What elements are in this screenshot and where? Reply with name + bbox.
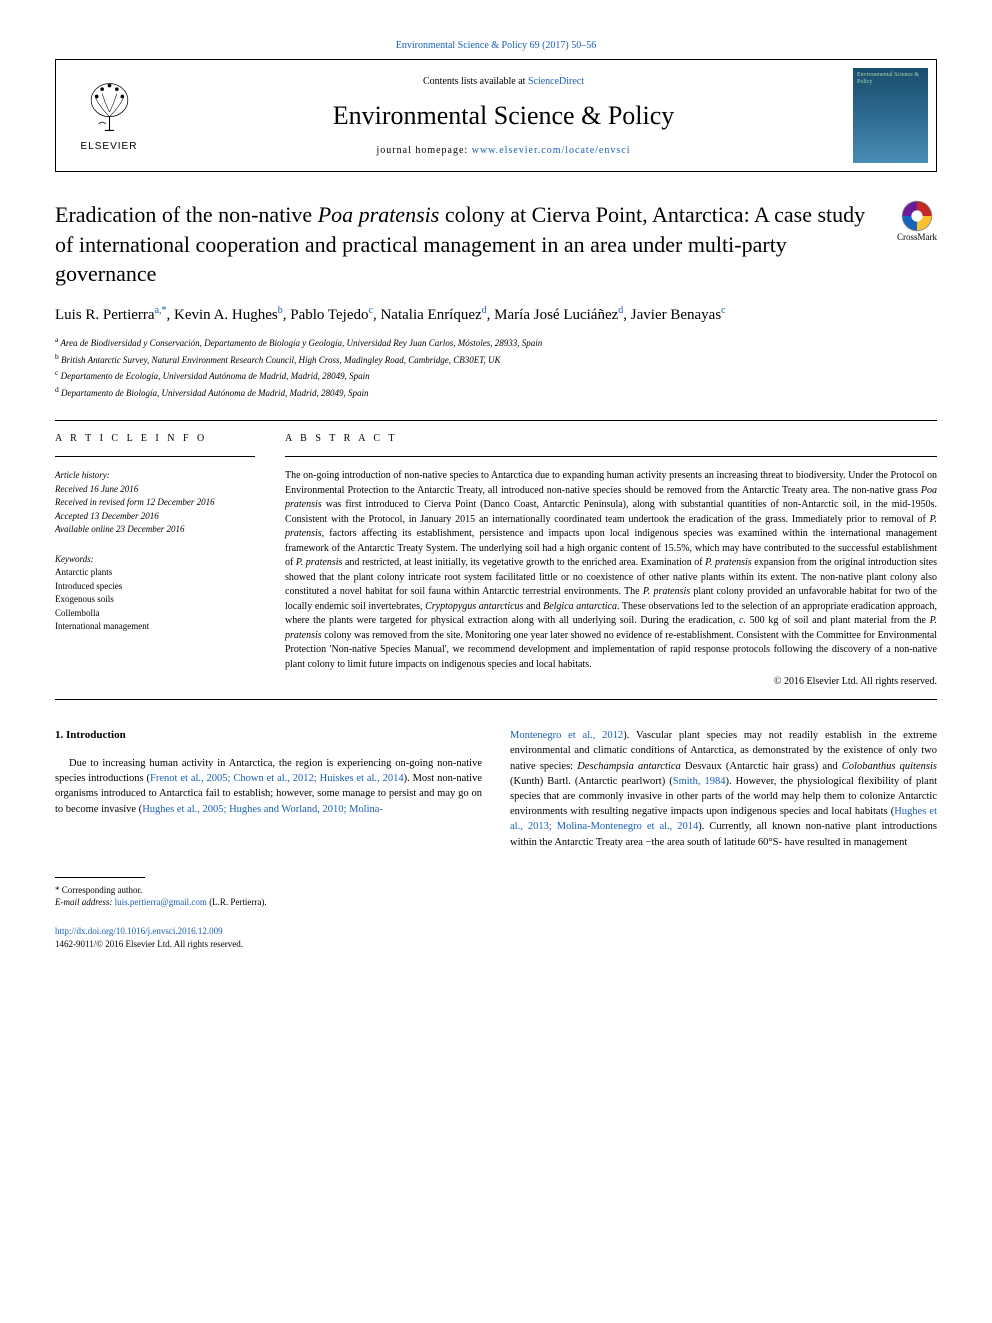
crossmark-label: CrossMark bbox=[897, 232, 937, 242]
article-history: Article history: Received 16 June 2016 R… bbox=[55, 469, 255, 537]
divider-mid bbox=[55, 699, 937, 700]
divider-top bbox=[55, 420, 937, 421]
abstract-copyright: © 2016 Elsevier Ltd. All rights reserved… bbox=[285, 676, 937, 687]
email-suffix: (L.R. Pertierra). bbox=[207, 897, 267, 907]
affiliation-d: d Departamento de Biología, Universidad … bbox=[55, 384, 937, 401]
elsevier-logo: ELSEVIER bbox=[56, 60, 162, 171]
keyword-item: Collembolla bbox=[55, 607, 255, 621]
body-two-column: 1. Introduction Due to increasing human … bbox=[55, 728, 937, 909]
corresponding-author-note: * Corresponding author. E-mail address: … bbox=[55, 884, 482, 909]
footnote-divider bbox=[55, 877, 145, 878]
citation-link[interactable]: Smith, 1984 bbox=[673, 776, 726, 787]
homepage-link[interactable]: www.elsevier.com/locate/envsci bbox=[472, 145, 631, 156]
keywords-block: Keywords: Antarctic plantsIntroduced spe… bbox=[55, 553, 255, 634]
email-label: E-mail address: bbox=[55, 897, 115, 907]
history-received: Received 16 June 2016 bbox=[55, 483, 255, 497]
intro-paragraph-right: Montenegro et al., 2012). Vascular plant… bbox=[510, 728, 937, 850]
history-label: Article history: bbox=[55, 469, 255, 483]
sciencedirect-link[interactable]: ScienceDirect bbox=[528, 76, 584, 87]
title-species: Poa pratensis bbox=[318, 202, 440, 227]
title-part-1: Eradication of the non-native bbox=[55, 202, 318, 227]
page-footer: http://dx.doi.org/10.1016/j.envsci.2016.… bbox=[55, 925, 937, 950]
journal-title: Environmental Science & Policy bbox=[162, 101, 845, 131]
doi-link[interactable]: http://dx.doi.org/10.1016/j.envsci.2016.… bbox=[55, 926, 223, 936]
citation-link[interactable]: Hughes et al., 2013; Molina-Montenegro e… bbox=[510, 806, 937, 832]
journal-cover: Environmental Science & Policy bbox=[853, 68, 928, 163]
crossmark-badge[interactable]: CrossMark bbox=[897, 200, 937, 242]
journal-header: ELSEVIER Contents lists available at Sci… bbox=[55, 59, 937, 172]
citation-link[interactable]: Frenot et al., 2005; Chown et al., 2012;… bbox=[150, 773, 404, 784]
abstract-heading: A B S T R A C T bbox=[285, 433, 937, 444]
contents-prefix: Contents lists available at bbox=[423, 76, 528, 87]
history-revised: Received in revised form 12 December 201… bbox=[55, 496, 255, 510]
corr-email-link[interactable]: luis.pertierra@gmail.com bbox=[115, 897, 207, 907]
corr-label: * Corresponding author. bbox=[55, 884, 482, 897]
crossmark-icon bbox=[901, 200, 933, 232]
authors-line: Luis R. Pertierraa,*, Kevin A. Hughesb, … bbox=[55, 305, 937, 324]
contents-line: Contents lists available at ScienceDirec… bbox=[162, 76, 845, 87]
intro-heading: 1. Introduction bbox=[55, 728, 482, 744]
citation-link[interactable]: Hughes et al., 2005; Hughes and Worland,… bbox=[142, 804, 383, 815]
keyword-item: Introduced species bbox=[55, 580, 255, 594]
cover-title-text: Environmental Science & Policy bbox=[857, 72, 924, 86]
affiliation-b: b British Antarctic Survey, Natural Envi… bbox=[55, 351, 937, 368]
intro-paragraph-left: Due to increasing human activity in Anta… bbox=[55, 756, 482, 817]
keyword-item: Exogenous soils bbox=[55, 593, 255, 607]
elsevier-tree-icon bbox=[82, 80, 137, 135]
affiliations: a Area de Biodiversidad y Conservación, … bbox=[55, 334, 937, 400]
history-online: Available online 23 December 2016 bbox=[55, 523, 255, 537]
affiliation-c: c Departamento de Ecología, Universidad … bbox=[55, 367, 937, 384]
homepage-line: journal homepage: www.elsevier.com/locat… bbox=[162, 145, 845, 156]
keyword-item: International management bbox=[55, 620, 255, 634]
affiliation-a: a Area de Biodiversidad y Conservación, … bbox=[55, 334, 937, 351]
article-info-heading: A R T I C L E I N F O bbox=[55, 433, 255, 444]
keywords-label: Keywords: bbox=[55, 553, 255, 567]
homepage-prefix: journal homepage: bbox=[377, 145, 472, 156]
issn-copyright-line: 1462-9011/© 2016 Elsevier Ltd. All right… bbox=[55, 938, 937, 951]
top-citation: Environmental Science & Policy 69 (2017)… bbox=[55, 40, 937, 51]
abstract-text: The on-going introduction of non-native … bbox=[285, 469, 937, 672]
abstract-divider bbox=[285, 456, 937, 457]
abstract-block: A B S T R A C T The on-going introductio… bbox=[285, 433, 937, 687]
keyword-item: Antarctic plants bbox=[55, 566, 255, 580]
article-info-block: A R T I C L E I N F O Article history: R… bbox=[55, 433, 255, 687]
elsevier-brand-text: ELSEVIER bbox=[81, 141, 138, 152]
article-title: Eradication of the non-native Poa praten… bbox=[55, 200, 897, 289]
citation-link[interactable]: Montenegro et al., 2012 bbox=[510, 730, 623, 741]
info-divider bbox=[55, 456, 255, 457]
history-accepted: Accepted 13 December 2016 bbox=[55, 510, 255, 524]
